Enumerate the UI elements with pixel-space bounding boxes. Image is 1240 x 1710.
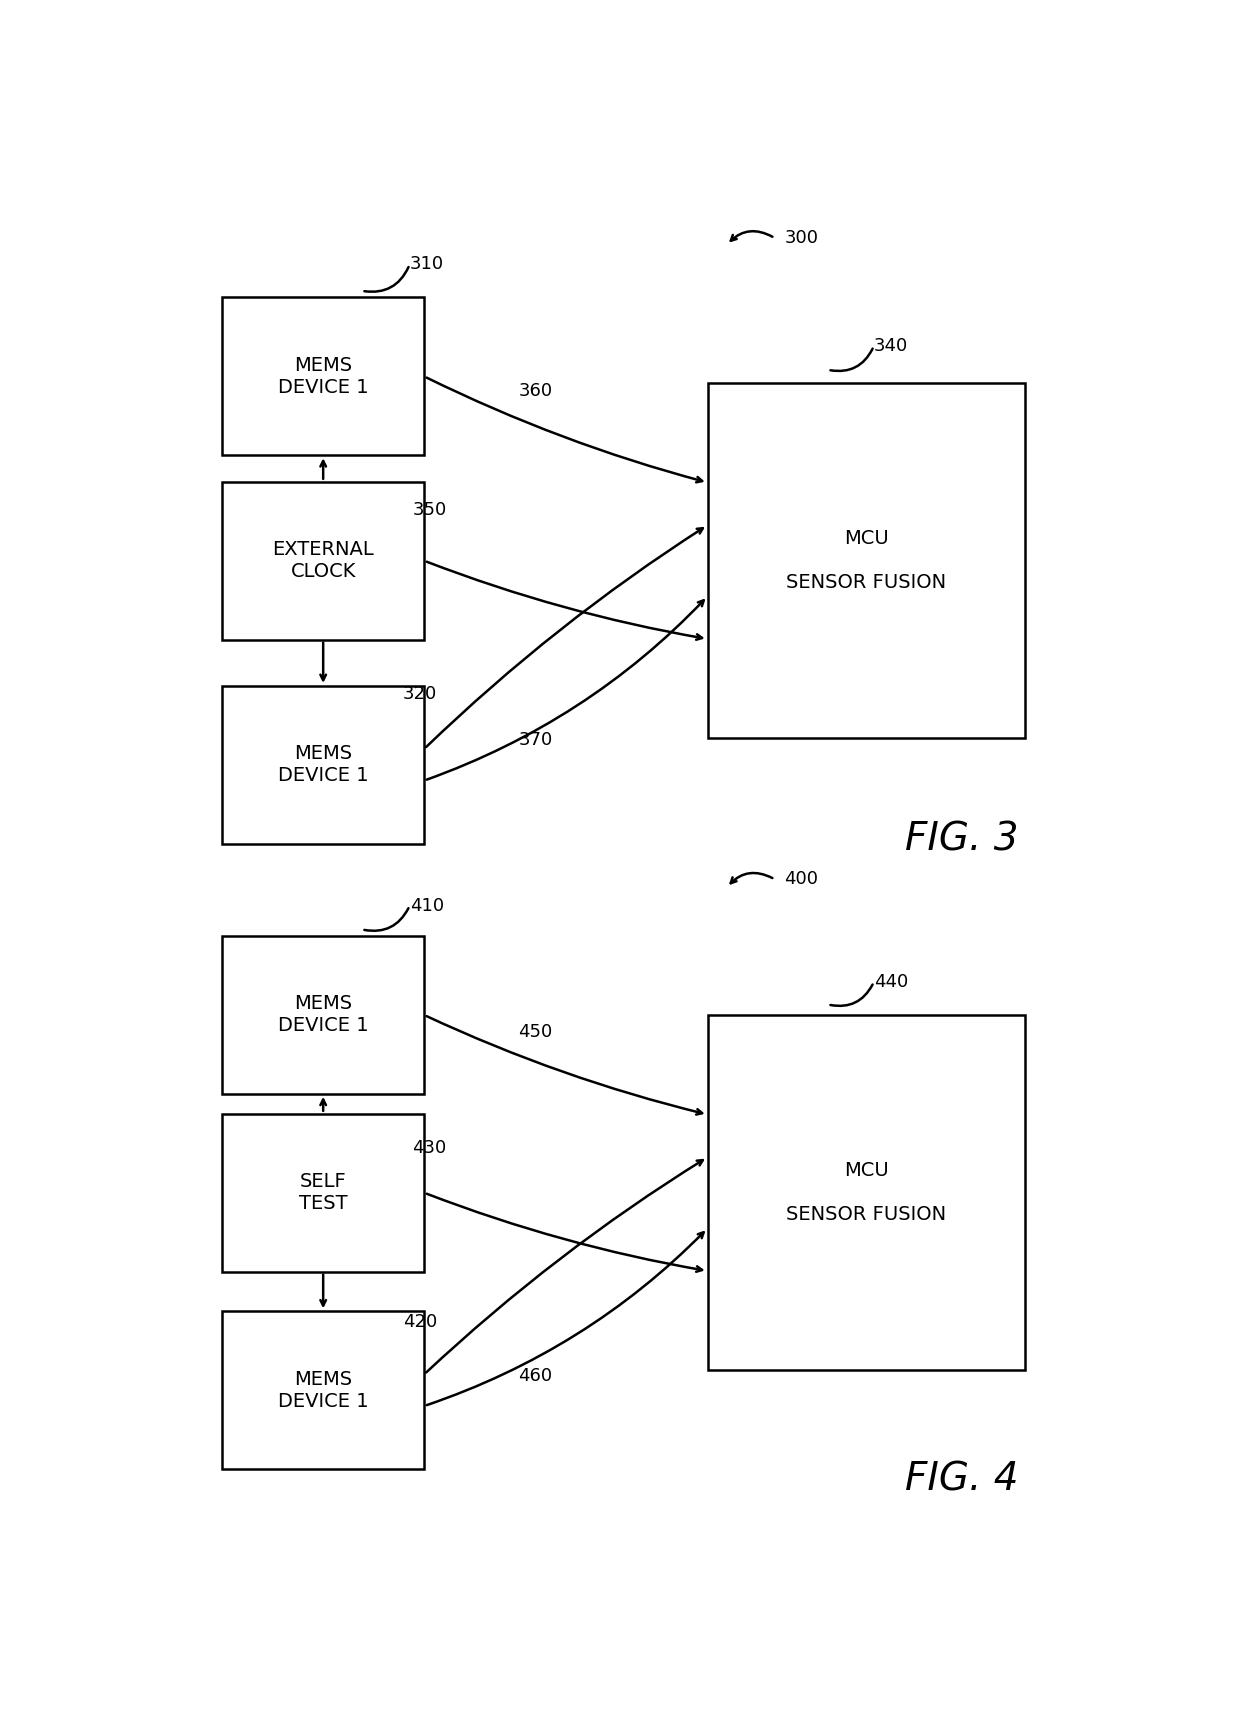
Text: 340: 340 bbox=[874, 337, 908, 356]
Text: MEMS
DEVICE 1: MEMS DEVICE 1 bbox=[278, 356, 368, 397]
Text: 350: 350 bbox=[413, 501, 446, 518]
Text: MCU

SENSOR FUSION: MCU SENSOR FUSION bbox=[786, 1161, 946, 1224]
Text: 450: 450 bbox=[518, 1023, 553, 1041]
Text: MEMS
DEVICE 1: MEMS DEVICE 1 bbox=[278, 1370, 368, 1411]
FancyBboxPatch shape bbox=[222, 1312, 424, 1469]
FancyBboxPatch shape bbox=[222, 935, 424, 1094]
Text: 440: 440 bbox=[874, 973, 908, 992]
Text: SELF
TEST: SELF TEST bbox=[299, 1173, 347, 1212]
FancyBboxPatch shape bbox=[708, 1016, 1024, 1370]
Text: 460: 460 bbox=[518, 1366, 552, 1385]
FancyBboxPatch shape bbox=[222, 1113, 424, 1272]
FancyBboxPatch shape bbox=[222, 298, 424, 455]
Text: MEMS
DEVICE 1: MEMS DEVICE 1 bbox=[278, 995, 368, 1036]
Text: MCU

SENSOR FUSION: MCU SENSOR FUSION bbox=[786, 528, 946, 592]
Text: 370: 370 bbox=[518, 732, 553, 749]
Text: 300: 300 bbox=[785, 229, 818, 248]
Text: 360: 360 bbox=[518, 381, 552, 400]
Text: 430: 430 bbox=[413, 1139, 446, 1158]
FancyBboxPatch shape bbox=[708, 383, 1024, 739]
Text: EXTERNAL
CLOCK: EXTERNAL CLOCK bbox=[273, 540, 374, 581]
FancyBboxPatch shape bbox=[222, 482, 424, 640]
Text: 400: 400 bbox=[785, 870, 818, 889]
Text: FIG. 4: FIG. 4 bbox=[905, 1460, 1018, 1498]
Text: MEMS
DEVICE 1: MEMS DEVICE 1 bbox=[278, 744, 368, 785]
Text: 420: 420 bbox=[403, 1313, 438, 1330]
Text: 410: 410 bbox=[409, 896, 444, 915]
Text: 320: 320 bbox=[403, 686, 438, 703]
Text: FIG. 3: FIG. 3 bbox=[905, 821, 1018, 858]
Text: 310: 310 bbox=[409, 255, 444, 274]
FancyBboxPatch shape bbox=[222, 686, 424, 843]
